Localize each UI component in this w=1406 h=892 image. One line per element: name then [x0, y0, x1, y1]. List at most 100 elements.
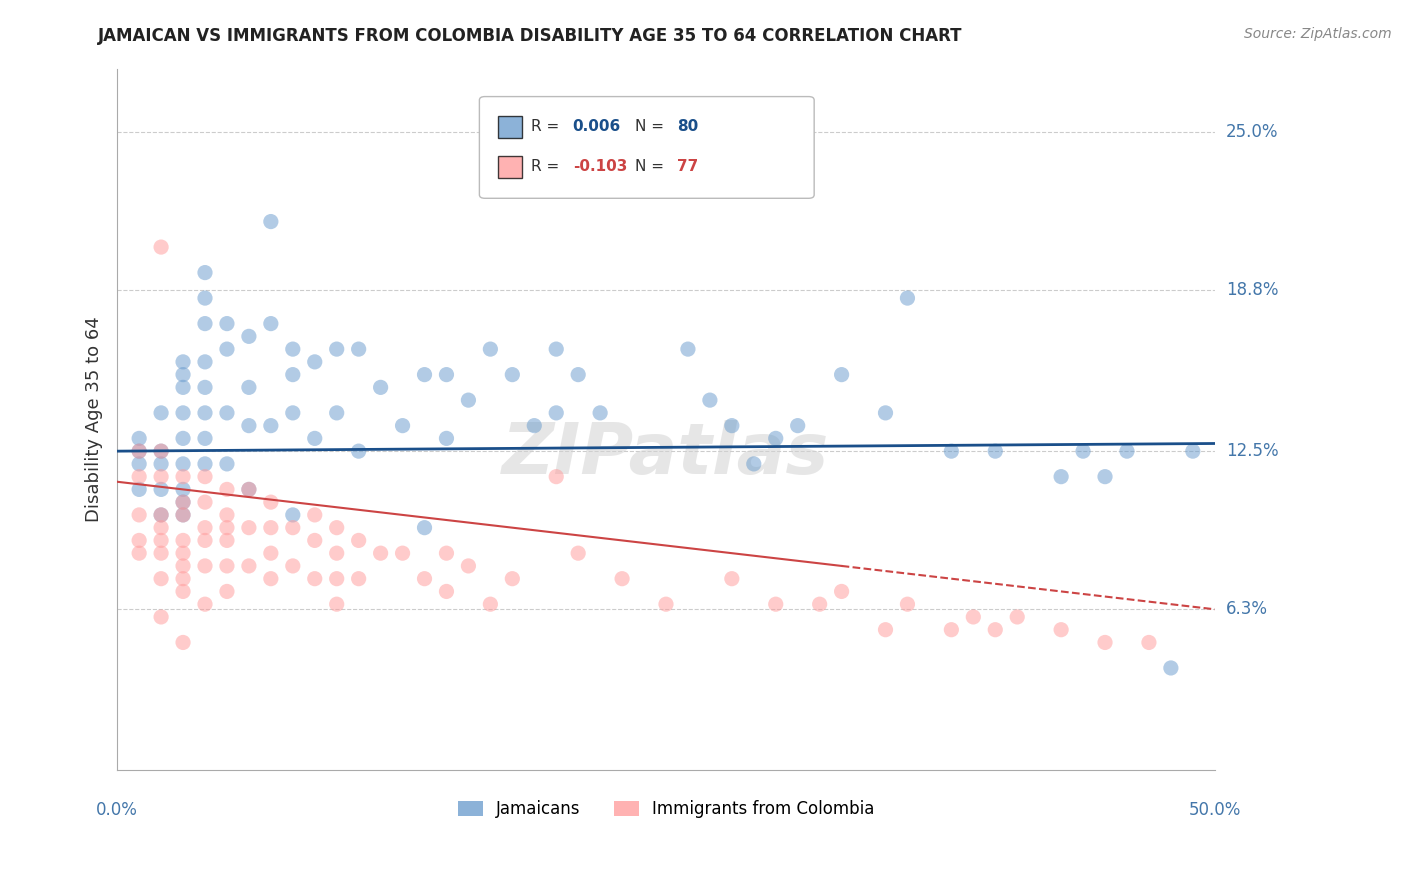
Point: [172, 483, 194, 497]
Y-axis label: Disability Age 35 to 64: Disability Age 35 to 64: [86, 317, 103, 522]
Text: 0.0%: 0.0%: [96, 800, 138, 819]
Point: [150, 508, 173, 522]
Point: [260, 495, 283, 509]
Point: [1071, 444, 1094, 458]
Point: [194, 521, 217, 535]
Point: [546, 469, 568, 483]
Text: 77: 77: [676, 160, 699, 174]
Point: [391, 546, 413, 560]
Point: [831, 368, 853, 382]
Point: [150, 444, 173, 458]
Point: [875, 623, 897, 637]
Point: [215, 584, 238, 599]
Point: [633, 177, 655, 191]
Point: [479, 342, 502, 356]
Point: [260, 546, 283, 560]
Point: [457, 393, 479, 408]
Point: [436, 431, 458, 445]
Point: [304, 355, 326, 369]
Point: [655, 177, 678, 191]
Point: [172, 558, 194, 573]
Point: [150, 457, 173, 471]
Point: [984, 444, 1007, 458]
Point: [567, 368, 589, 382]
Point: [436, 368, 458, 382]
Point: [1160, 661, 1182, 675]
Point: [194, 431, 217, 445]
Point: [194, 469, 217, 483]
Point: [281, 342, 304, 356]
Point: [194, 355, 217, 369]
Point: [501, 572, 523, 586]
Point: [304, 508, 326, 522]
Point: [238, 329, 260, 343]
Point: [676, 342, 699, 356]
Point: [896, 291, 918, 305]
Text: 50.0%: 50.0%: [1188, 800, 1241, 819]
Point: [370, 380, 392, 394]
Point: [150, 240, 173, 254]
Point: [215, 342, 238, 356]
Point: [721, 418, 744, 433]
Point: [172, 431, 194, 445]
Point: [194, 291, 217, 305]
Point: [172, 635, 194, 649]
Point: [721, 572, 744, 586]
Point: [194, 266, 217, 280]
Point: [260, 418, 283, 433]
Text: 12.5%: 12.5%: [1226, 442, 1278, 460]
Point: [984, 623, 1007, 637]
FancyBboxPatch shape: [498, 155, 522, 178]
Point: [413, 368, 436, 382]
Point: [941, 444, 963, 458]
Point: [281, 406, 304, 420]
Point: [150, 610, 173, 624]
Point: [215, 508, 238, 522]
Point: [194, 380, 217, 394]
Point: [128, 444, 150, 458]
Point: [1116, 444, 1139, 458]
Point: [128, 431, 150, 445]
Point: [215, 406, 238, 420]
Text: Source: ZipAtlas.com: Source: ZipAtlas.com: [1244, 27, 1392, 41]
FancyBboxPatch shape: [479, 96, 814, 198]
Point: [215, 317, 238, 331]
Text: R =: R =: [531, 160, 564, 174]
Text: N =: N =: [636, 120, 669, 134]
Point: [128, 533, 150, 548]
Text: 6.3%: 6.3%: [1226, 600, 1268, 618]
Point: [413, 572, 436, 586]
Point: [172, 457, 194, 471]
Text: 0.006: 0.006: [572, 120, 621, 134]
Point: [391, 418, 413, 433]
Point: [457, 558, 479, 573]
Point: [1137, 635, 1160, 649]
Point: [413, 521, 436, 535]
Point: [150, 508, 173, 522]
Text: -0.103: -0.103: [572, 160, 627, 174]
Point: [325, 521, 347, 535]
Point: [546, 342, 568, 356]
Point: [699, 393, 721, 408]
Point: [194, 406, 217, 420]
Point: [172, 380, 194, 394]
Point: [281, 558, 304, 573]
Point: [128, 469, 150, 483]
Point: [436, 546, 458, 560]
Point: [215, 521, 238, 535]
Point: [172, 355, 194, 369]
Point: [370, 546, 392, 560]
Point: [347, 444, 370, 458]
Point: [610, 572, 633, 586]
Point: [172, 469, 194, 483]
Point: [567, 546, 589, 560]
Point: [150, 406, 173, 420]
Point: [347, 533, 370, 548]
Point: [546, 406, 568, 420]
Point: [238, 558, 260, 573]
Point: [325, 572, 347, 586]
Point: [215, 457, 238, 471]
Point: [1094, 469, 1116, 483]
Point: [194, 317, 217, 331]
Point: [589, 406, 612, 420]
